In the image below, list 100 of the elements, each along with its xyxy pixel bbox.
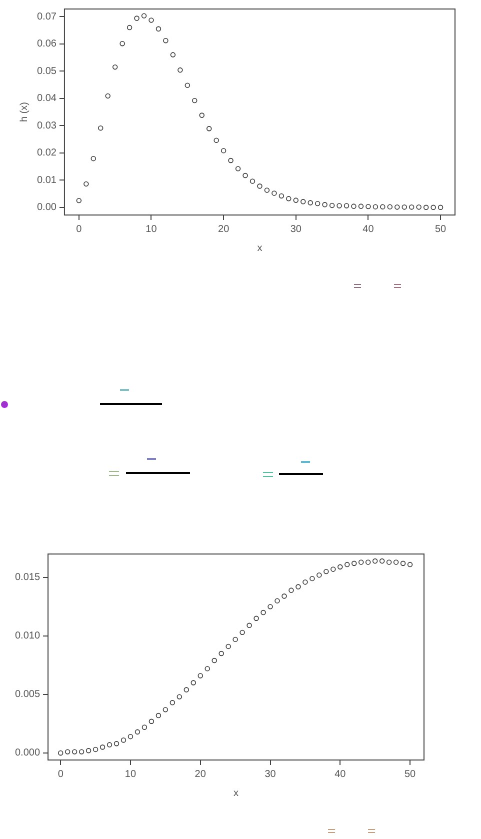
- point: [141, 13, 147, 18]
- point: [430, 204, 436, 210]
- point: [176, 694, 182, 700]
- point: [226, 644, 231, 650]
- y-tick-label: 0.00: [36, 202, 57, 214]
- y-tick-label: 0.000: [14, 748, 40, 759]
- point: [338, 564, 343, 570]
- point: [120, 41, 125, 46]
- point: [352, 560, 357, 566]
- point: [358, 204, 364, 209]
- point: [278, 193, 284, 199]
- x-tick-label: 50: [434, 224, 447, 235]
- point: [242, 172, 248, 178]
- point: [134, 16, 140, 21]
- point: [128, 734, 134, 740]
- point: [90, 156, 96, 162]
- point: [329, 202, 335, 208]
- point: [142, 724, 148, 730]
- y-tick-label: 0.005: [14, 689, 40, 700]
- y-tick-label: 0.01: [36, 174, 57, 186]
- point: [78, 749, 84, 754]
- point: [184, 82, 190, 88]
- y-tick-label: 0.010: [14, 630, 40, 642]
- point: [156, 26, 162, 32]
- point: [402, 204, 407, 210]
- point: [192, 98, 198, 104]
- x-axis-title: x: [234, 788, 239, 799]
- x-tick-label: 10: [146, 224, 158, 235]
- point: [98, 125, 104, 131]
- point: [336, 203, 342, 208]
- point: [184, 687, 189, 692]
- point: [372, 204, 378, 210]
- point: [178, 67, 183, 73]
- point: [366, 204, 371, 210]
- point: [204, 666, 210, 672]
- point: [114, 741, 120, 746]
- point: [58, 750, 64, 756]
- point: [344, 562, 350, 568]
- point: [220, 148, 226, 154]
- point: [310, 576, 315, 582]
- point: [240, 630, 245, 636]
- x-tick-label: 50: [404, 768, 416, 780]
- x-tick-label: 0: [76, 224, 82, 235]
- point: [296, 584, 301, 590]
- point: [316, 572, 322, 578]
- point: [365, 560, 371, 565]
- point: [274, 598, 280, 604]
- point: [206, 126, 212, 132]
- point: [324, 568, 329, 574]
- y-tick-label: 0.03: [36, 120, 57, 132]
- point: [322, 202, 328, 208]
- point: [170, 52, 176, 58]
- y-axis-title: h (x): [18, 102, 30, 122]
- point: [409, 204, 414, 210]
- point: [268, 604, 273, 610]
- point: [163, 38, 168, 44]
- point: [126, 24, 132, 30]
- point: [84, 181, 89, 187]
- point: [134, 729, 140, 735]
- point: [64, 749, 70, 754]
- point: [72, 749, 78, 754]
- point: [393, 560, 399, 565]
- point: [148, 718, 154, 724]
- point: [218, 650, 224, 656]
- y-tick-label: 0.015: [14, 572, 40, 584]
- y-tick-label: 0.07: [36, 11, 57, 22]
- point: [120, 738, 126, 743]
- y-tick-label: 0.02: [36, 148, 57, 159]
- point: [198, 673, 203, 678]
- point: [351, 204, 356, 209]
- point: [76, 198, 82, 204]
- point: [92, 746, 98, 752]
- point: [106, 742, 112, 748]
- x-tick-label: 0: [58, 768, 64, 780]
- point: [246, 622, 252, 628]
- x-tick-label: 30: [264, 768, 276, 780]
- point: [212, 658, 217, 664]
- x-tick-label: 10: [124, 768, 136, 780]
- point: [260, 610, 266, 616]
- point: [387, 204, 393, 210]
- point: [308, 200, 313, 206]
- point: [232, 636, 238, 642]
- point: [254, 616, 259, 621]
- x-tick-label: 20: [218, 224, 230, 235]
- point: [286, 196, 292, 202]
- x-tick-label: 20: [194, 768, 206, 780]
- point: [282, 594, 287, 599]
- point: [288, 588, 294, 593]
- point: [394, 204, 400, 210]
- point: [386, 560, 392, 565]
- y-tick-label: 0.04: [36, 93, 57, 104]
- point: [156, 712, 162, 718]
- point: [344, 203, 350, 208]
- x-axis-title: x: [257, 242, 262, 254]
- point: [438, 204, 444, 210]
- point: [214, 138, 219, 143]
- point: [148, 18, 154, 23]
- x-tick-label: 40: [334, 768, 346, 780]
- point: [400, 560, 406, 566]
- point: [86, 748, 92, 754]
